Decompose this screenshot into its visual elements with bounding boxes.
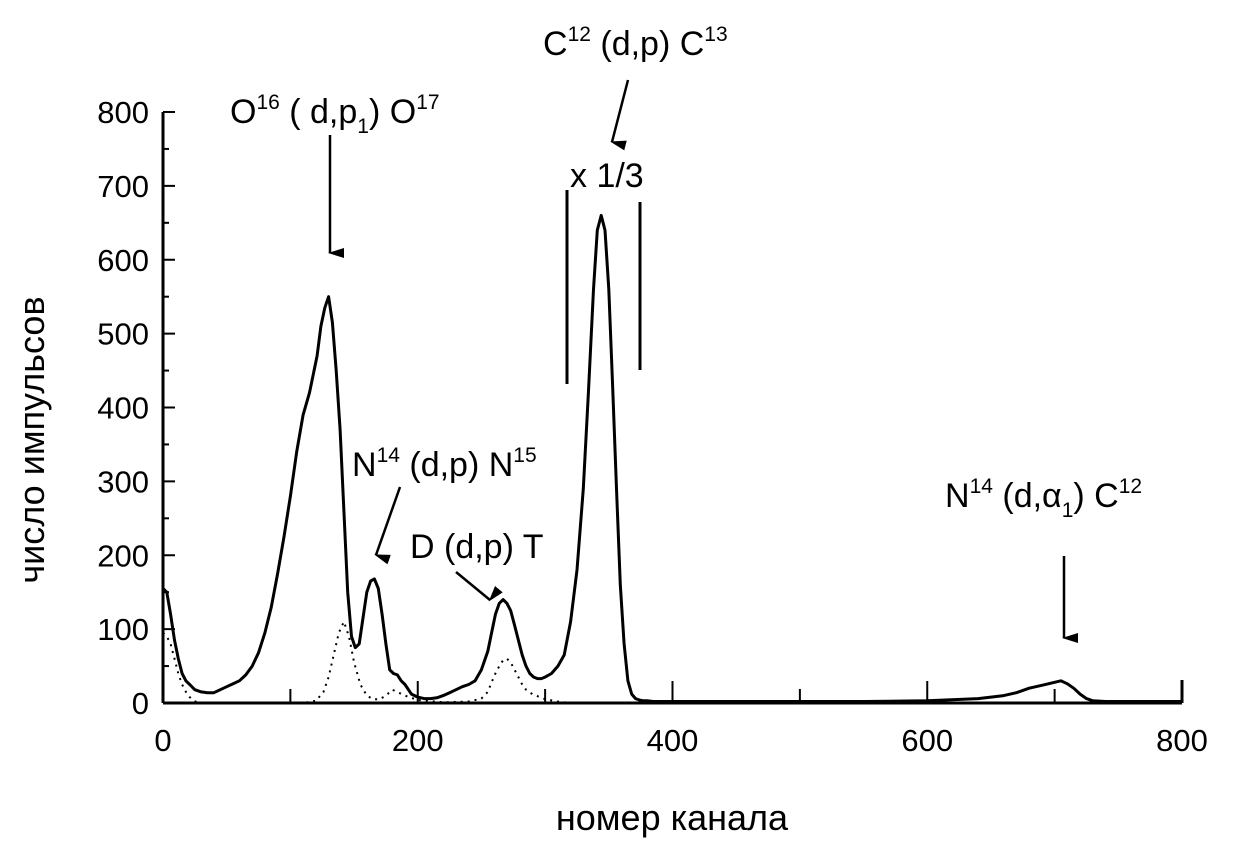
x-tick-label: 400	[647, 723, 699, 758]
y-tick-label: 100	[97, 612, 149, 647]
y-tick-label: 300	[97, 464, 149, 499]
y-tick-label: 200	[97, 538, 149, 573]
annotation-scale: x 1/3	[570, 157, 644, 195]
y-tick-label: 700	[97, 169, 149, 204]
annotation-n14-da: N14 (d,α1) C12	[945, 475, 1142, 522]
y-tick-label: 400	[97, 391, 149, 426]
x-tick-label: 800	[1156, 723, 1208, 758]
x-tick-label: 200	[392, 723, 444, 758]
x-axis-label: номер канала	[556, 797, 789, 838]
y-tick-label: 800	[97, 95, 149, 130]
y-ticks: 0 100 200 300 400 500 600 700 800	[97, 95, 175, 721]
y-tick-label: 500	[97, 317, 149, 352]
series-dotted-line	[162, 620, 584, 704]
arrow-c12	[610, 79, 630, 151]
x-tick-label: 0	[154, 723, 171, 758]
axes	[161, 112, 1184, 705]
annotation-c12: C12 (d,p) C13	[543, 23, 728, 63]
arrow-dd	[455, 571, 503, 602]
y-axis-label: число импульсов	[11, 296, 52, 583]
series-layer	[161, 213, 1182, 704]
x-ticks: 0 200 400 600 800	[154, 681, 1208, 758]
annotation-n14-dp: N14 (d,p) N15	[352, 444, 537, 484]
arrow-n14-dp	[374, 486, 402, 565]
x-tick-label: 600	[901, 723, 953, 758]
annotation-dd: D (d,p) T	[410, 528, 544, 566]
annotation-o16: O16 ( d,p1) O17	[230, 91, 440, 138]
series-solid-line	[161, 213, 1182, 703]
y-tick-label: 0	[132, 686, 149, 721]
y-tick-label: 600	[97, 243, 149, 278]
